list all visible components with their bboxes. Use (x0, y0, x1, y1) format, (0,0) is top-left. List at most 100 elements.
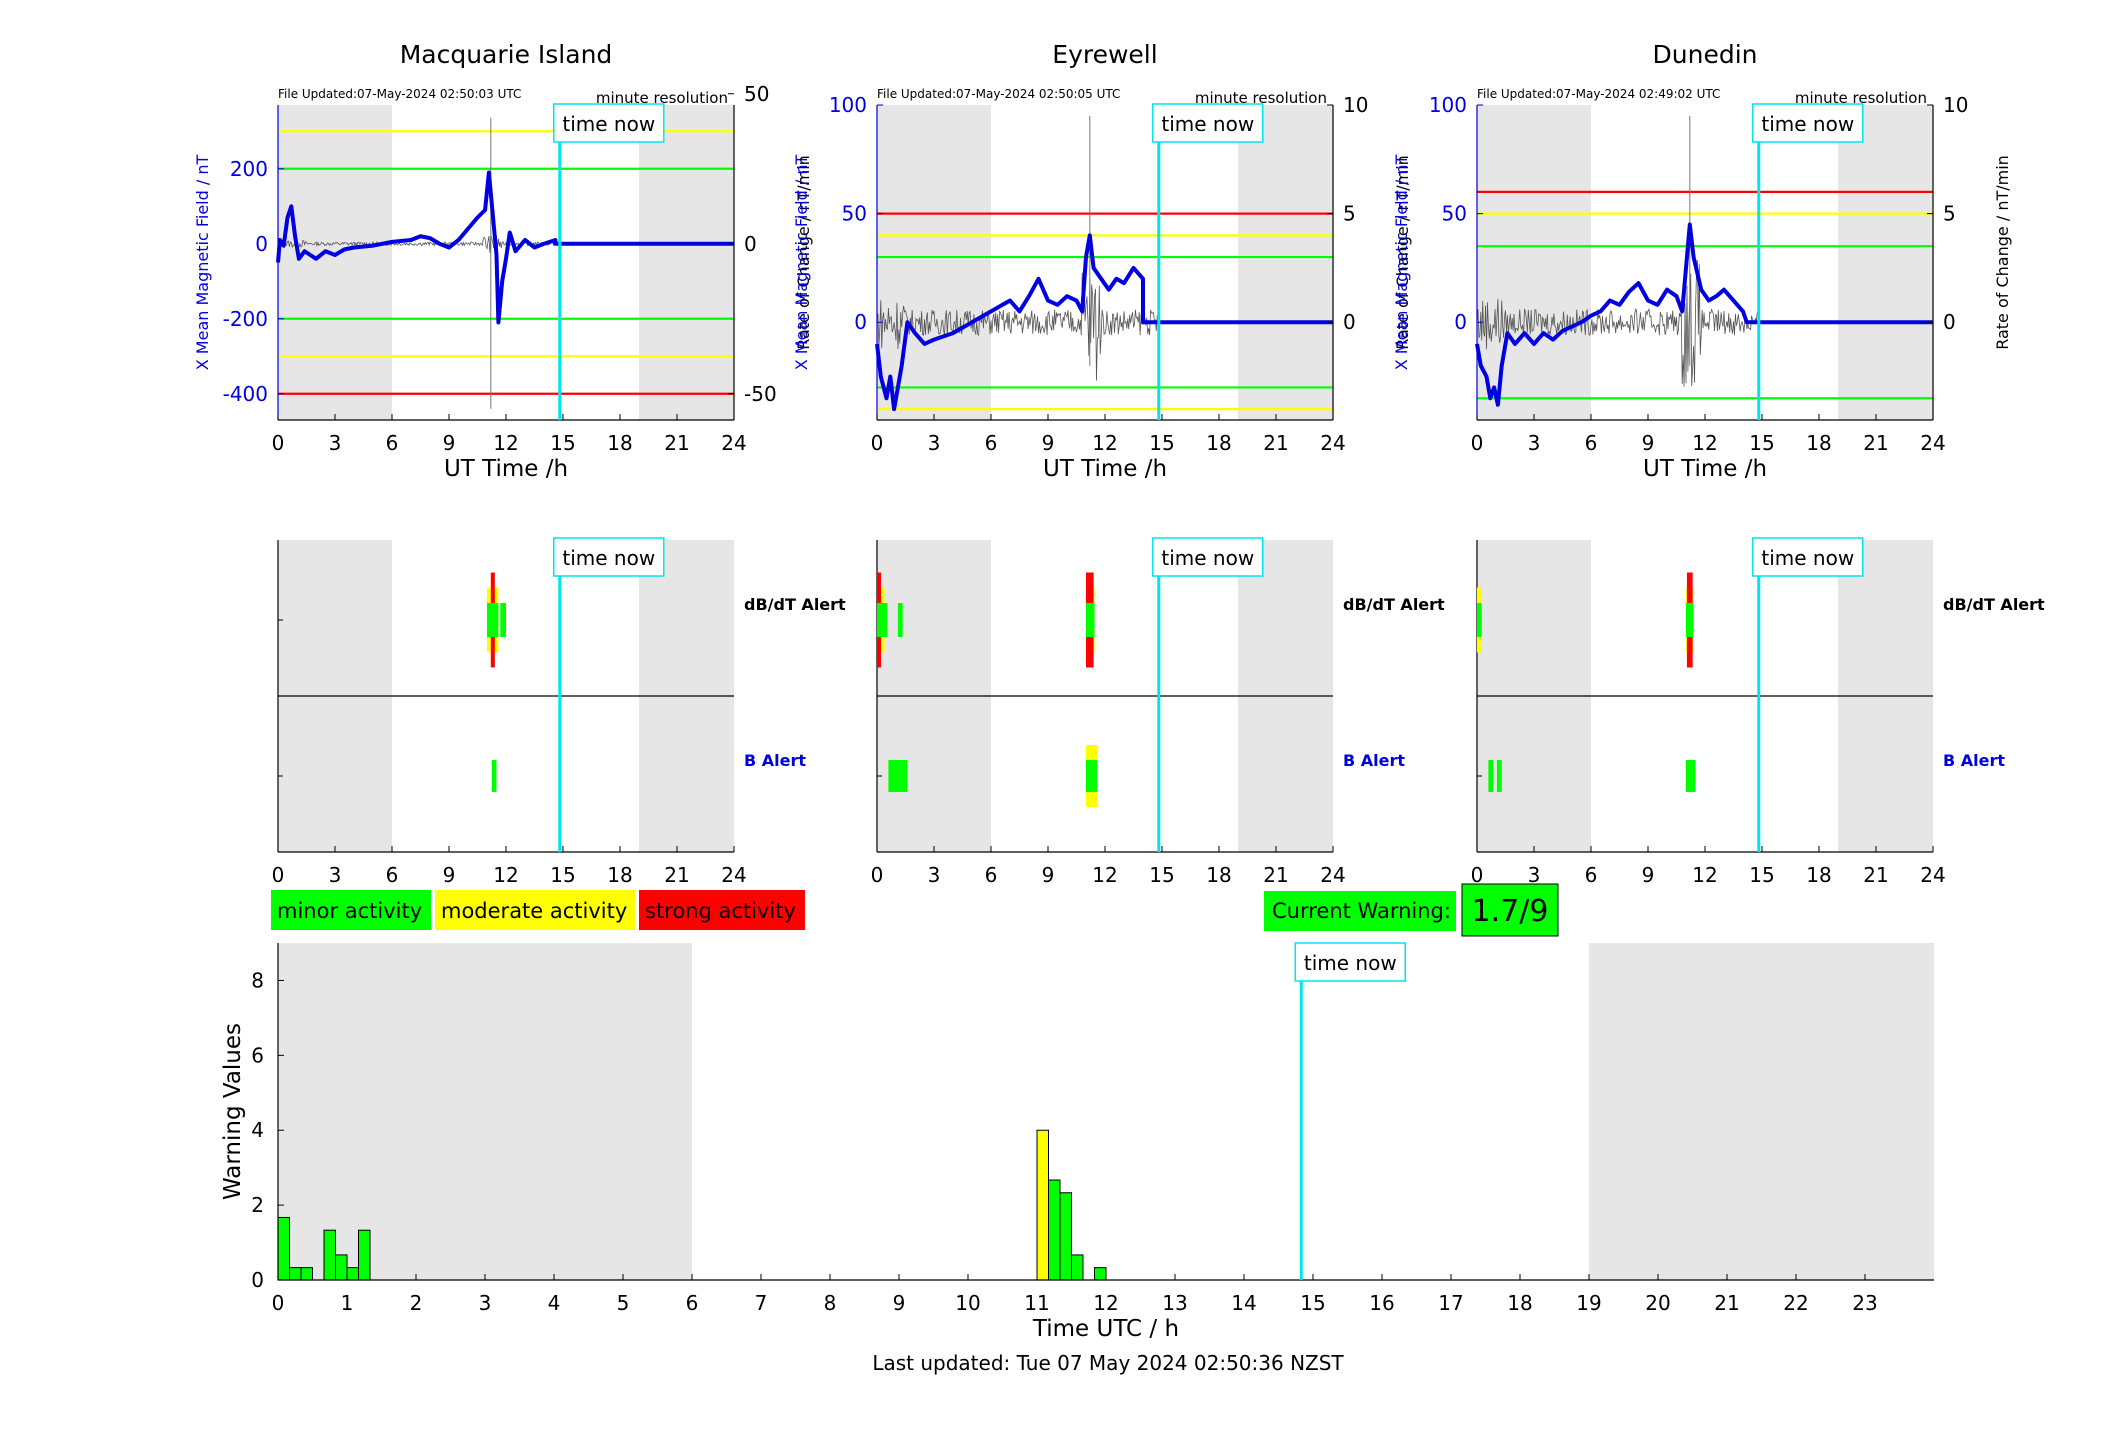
y-tick-label: -200 (223, 307, 268, 331)
b-alert-bar (1488, 760, 1494, 792)
time-now-label: time now (1761, 546, 1854, 570)
time-now-label: time now (562, 112, 655, 136)
mean-field-line (1475, 222, 1933, 407)
x-tick-label: 18 (1806, 431, 1831, 455)
legend-swatch (639, 890, 805, 930)
y-tick-label: 50 (842, 202, 867, 226)
warning-bar (358, 1229, 371, 1281)
station-0: Macquarie Island 0 3 6 9 12 15 18 21 24 UT Time /h… (193, 40, 846, 887)
bar-x-axis-label: Time UTC / h (1032, 1316, 1179, 1342)
x-tick-label: 6 (1585, 863, 1598, 887)
warning-bar (289, 1267, 302, 1281)
right-y-tick-label: 0 (1343, 310, 1356, 334)
x-tick-label: 15 (1149, 863, 1174, 887)
x-tick-label: 0 (1471, 863, 1484, 887)
alert-panel: dB/dT Alert B Alert 0 3 6 9 12 15 18 21 24 time now (272, 537, 846, 887)
bar-x-tick-label: 18 (1507, 1291, 1532, 1315)
x-tick-label: 3 (329, 431, 342, 455)
x-tick-label: 9 (443, 431, 456, 455)
x-tick-label: 12 (493, 431, 518, 455)
x-tick-label: 0 (871, 863, 884, 887)
x-tick-label: 0 (272, 863, 285, 887)
bar-x-tick-label: 3 (479, 1291, 492, 1315)
x-axis-label: UT Time /h (1643, 456, 1767, 482)
dbdt-alert-label: dB/dT Alert (1943, 595, 2045, 614)
x-tick-label: 0 (871, 431, 884, 455)
current-warning-label-box (1264, 891, 1456, 931)
warning-bar (1036, 1129, 1050, 1281)
x-tick-label: 18 (607, 431, 632, 455)
night-shading (1238, 105, 1333, 420)
legend-label: minor activity (277, 899, 422, 923)
x-tick-label: 24 (1320, 431, 1345, 455)
dbdt-alert-bar (1686, 603, 1694, 637)
x-tick-label: 21 (1863, 431, 1888, 455)
y-tick-label: -400 (223, 382, 268, 406)
bar-x-tick-label: 11 (1024, 1291, 1049, 1315)
y-tick-label: 0 (255, 232, 268, 256)
dbdt-alert-label: dB/dT Alert (1343, 595, 1445, 614)
x-tick-label: 18 (607, 863, 632, 887)
legend-label: strong activity (645, 899, 796, 923)
bar-y-tick-label: 6 (251, 1043, 264, 1067)
warning-bar (277, 1216, 291, 1281)
x-tick-label: 15 (1149, 431, 1174, 455)
bar-y-tick-label: 8 (251, 968, 264, 992)
time-now-label: time now (1304, 951, 1397, 975)
x-tick-label: 15 (1749, 431, 1774, 455)
x-tick-label: 18 (1206, 863, 1231, 887)
x-tick-label: 9 (1642, 431, 1655, 455)
bar-y-tick-label: 4 (251, 1118, 264, 1142)
time-now-label: time now (1161, 546, 1254, 570)
right-y-tick-label: 5 (1943, 202, 1956, 226)
x-tick-label: 12 (493, 863, 518, 887)
x-tick-label: 6 (1585, 431, 1598, 455)
time-now-label: time now (1161, 112, 1254, 136)
right-y-tick-label: 0 (1943, 310, 1956, 334)
bar-x-tick-label: 20 (1645, 1291, 1670, 1315)
bar-y-tick-label: 2 (251, 1193, 264, 1217)
bar-x-tick-label: 4 (548, 1291, 561, 1315)
dbdt-alert-bar (1086, 603, 1095, 637)
x-tick-label: 21 (1263, 431, 1288, 455)
bar-x-tick-label: 13 (1162, 1291, 1187, 1315)
x-tick-label: 21 (664, 431, 689, 455)
warning-values-chart: 0 1 2 3 4 5 6 7 8 9 10 11 12 13 14 15 16 17 18 19 20 21 22 2302… (220, 942, 1934, 1342)
station-panels: Macquarie Island 0 3 6 9 12 15 18 21 24 UT Time /h… (193, 40, 2045, 887)
x-tick-label: 3 (928, 863, 941, 887)
activity-legend: minor activity moderate activity strong ac… (271, 890, 805, 930)
x-tick-label: 3 (1528, 431, 1541, 455)
rate-of-change-line (1476, 259, 1759, 387)
x-tick-label: 6 (985, 863, 998, 887)
time-now-label: time now (562, 546, 655, 570)
x-tick-label: 6 (386, 431, 399, 455)
rate-of-change-line (876, 270, 1159, 381)
bar-x-tick-label: 17 (1438, 1291, 1463, 1315)
warning-bar (323, 1229, 337, 1281)
bar-y-tick-label: 0 (251, 1268, 264, 1292)
x-tick-label: 12 (1092, 431, 1117, 455)
night-shading (639, 105, 734, 420)
b-alert-bar (1496, 760, 1502, 792)
b-alert-label: B Alert (1343, 751, 1405, 770)
dbdt-alert-bar (500, 603, 506, 637)
resolution-label: minute resolution (596, 89, 728, 107)
x-tick-label: 3 (1528, 863, 1541, 887)
x-tick-label: 18 (1206, 431, 1231, 455)
x-tick-label: 24 (721, 863, 746, 887)
bar-x-tick-label: 12 (1093, 1291, 1118, 1315)
last-updated-text: Last updated: Tue 07 May 2024 02:50:36 N… (872, 1351, 1344, 1375)
time-now-box (553, 103, 665, 143)
x-tick-label: 21 (664, 863, 689, 887)
left-y-label: X Mean Magnetic Field / nT (792, 155, 811, 371)
b-alert-bar (1086, 760, 1098, 792)
x-tick-label: 9 (443, 863, 456, 887)
bar-x-tick-label: 8 (824, 1291, 837, 1315)
bar-x-tick-label: 6 (686, 1291, 699, 1315)
bar-x-tick-label: 15 (1300, 1291, 1325, 1315)
x-tick-label: 12 (1692, 431, 1717, 455)
x-tick-label: 24 (1320, 863, 1345, 887)
time-now-box (1752, 537, 1864, 577)
bar-x-tick-label: 21 (1714, 1291, 1739, 1315)
